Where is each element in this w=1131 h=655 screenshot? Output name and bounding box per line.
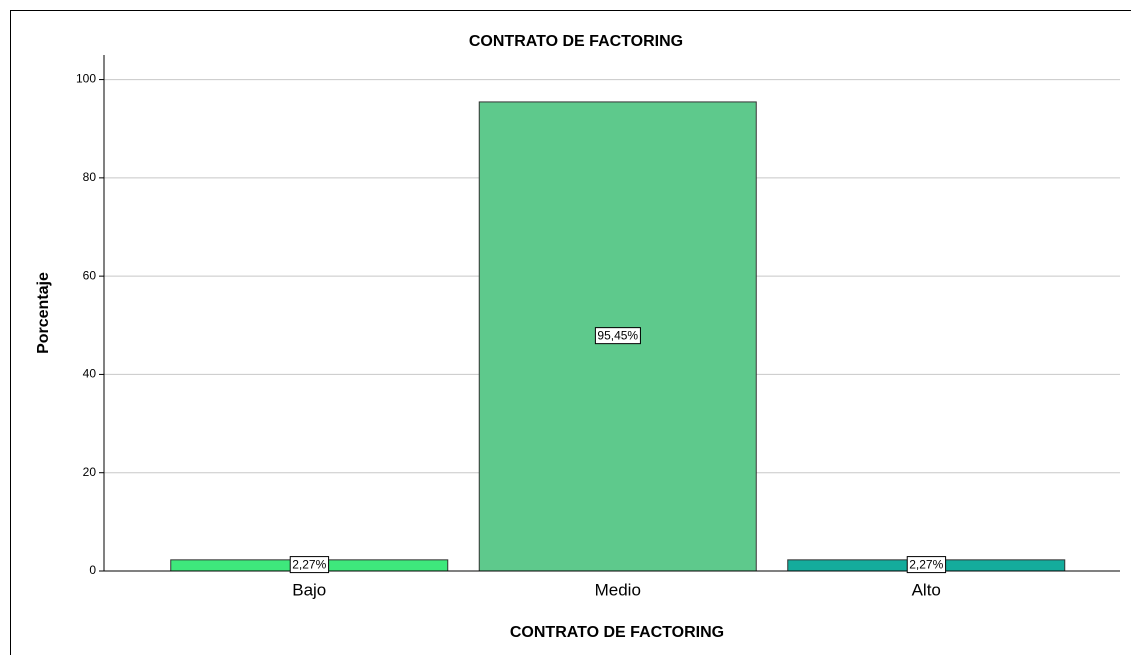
y-tick-label: 60 — [83, 268, 97, 282]
y-tick-label: 40 — [83, 367, 97, 381]
x-tick-label: Medio — [595, 580, 641, 599]
y-axis-label: Porcentaje — [35, 272, 52, 354]
value-label: 95,45% — [597, 329, 638, 343]
value-label: 2,27% — [909, 558, 943, 572]
x-tick-label: Bajo — [292, 580, 326, 599]
value-label-box — [594, 327, 641, 345]
chart-title: CONTRATO DE FACTORING — [469, 33, 683, 50]
y-tick-label: 100 — [76, 72, 96, 86]
y-tick-label: 80 — [83, 170, 97, 184]
y-tick-label: 0 — [89, 563, 96, 577]
y-tick-label: 20 — [83, 465, 97, 479]
value-label-box — [289, 556, 330, 574]
x-axis-label: CONTRATO DE FACTORING — [510, 624, 724, 641]
value-label-box — [906, 556, 947, 574]
x-tick-label: Alto — [912, 580, 941, 599]
value-label: 2,27% — [292, 558, 326, 572]
